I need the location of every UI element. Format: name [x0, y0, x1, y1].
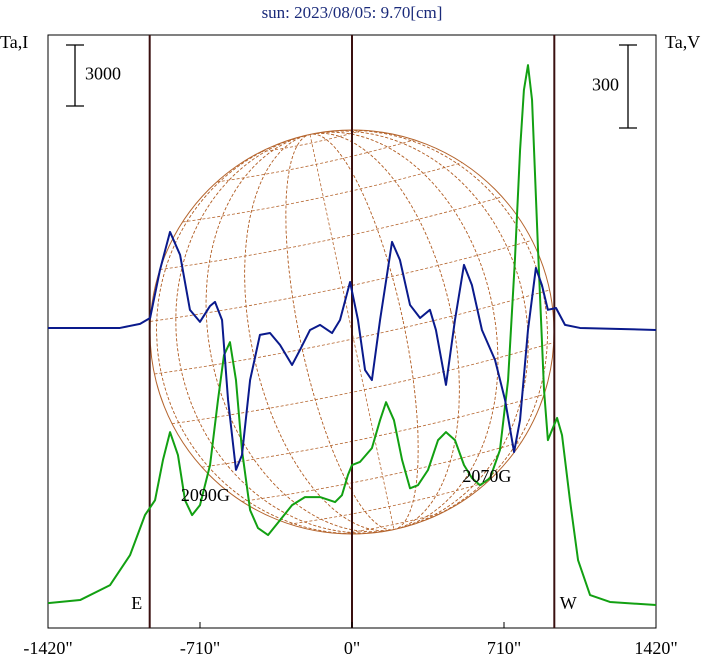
parallel: [182, 162, 463, 223]
scale-bar-label: 3000: [85, 64, 121, 84]
parallel: [159, 196, 503, 270]
parallel: [260, 129, 363, 153]
meridian: [244, 132, 460, 532]
y2-axis-label: Ta,V: [665, 32, 700, 52]
parallel: [241, 441, 522, 502]
limb-label: W: [560, 593, 577, 613]
x-tick-label: -1420": [23, 638, 72, 658]
parallel: [216, 139, 415, 183]
parallel: [150, 239, 533, 322]
parallel: [289, 481, 488, 525]
scale-bar-label: 300: [592, 75, 619, 95]
annotation: 2090G: [181, 485, 230, 505]
chart-title: sun: 2023/08/05: 9.70[cm]: [262, 3, 443, 22]
x-tick-label: 0": [344, 638, 360, 658]
parallel: [171, 342, 554, 425]
y-axis-label: Ta,I: [0, 32, 28, 52]
x-tick-label: 710": [487, 638, 521, 658]
limb-label: E: [131, 593, 142, 613]
parallel: [154, 289, 550, 375]
series-line: [47, 64, 657, 607]
x-tick-label: -710": [180, 638, 220, 658]
x-tick-label: 1420": [634, 638, 677, 658]
series-line: [48, 230, 657, 471]
annotation: 2070G: [462, 466, 511, 486]
